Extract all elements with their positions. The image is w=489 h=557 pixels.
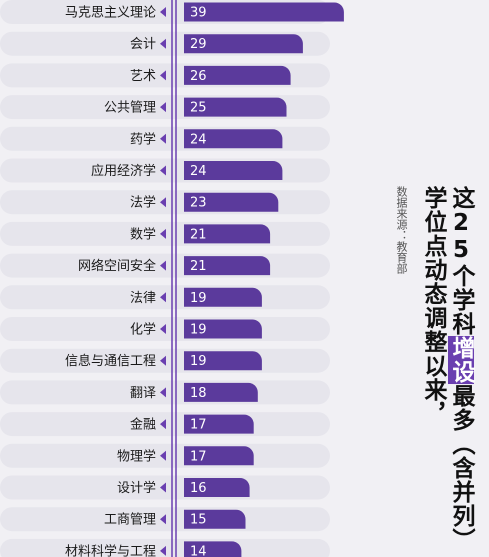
axis-marker xyxy=(160,545,166,556)
value-label: 18 xyxy=(190,386,207,401)
title-highlight: 增设 xyxy=(448,336,474,384)
category-label: 会计 xyxy=(130,37,156,52)
category-label: 材料科学与工程 xyxy=(65,543,156,557)
bar xyxy=(184,351,262,371)
axis-marker xyxy=(160,387,166,398)
bar xyxy=(184,161,283,180)
bar xyxy=(184,446,254,466)
axis-marker xyxy=(160,419,166,430)
axis-marker xyxy=(160,102,166,113)
value-label: 17 xyxy=(190,449,207,464)
value-label: 21 xyxy=(190,259,207,274)
value-label: 19 xyxy=(190,354,207,369)
category-label: 翻译 xyxy=(130,386,156,401)
category-label: 法律 xyxy=(130,291,156,306)
bar xyxy=(184,509,246,529)
category-label: 马克思主义理论 xyxy=(65,6,156,21)
value-label: 16 xyxy=(190,481,207,496)
axis-marker xyxy=(160,450,166,461)
value-label: 14 xyxy=(190,544,207,557)
value-label: 17 xyxy=(190,418,207,433)
category-label: 金融 xyxy=(130,417,156,433)
category-label: 药学 xyxy=(130,131,156,147)
axis-marker xyxy=(160,482,166,493)
title-text-a: 这25个学科 xyxy=(448,186,474,336)
bar xyxy=(184,129,283,149)
axis-marker xyxy=(160,70,166,81)
value-label: 19 xyxy=(190,323,207,338)
bar xyxy=(184,414,254,434)
bar xyxy=(184,256,271,276)
category-label: 设计学 xyxy=(117,480,156,496)
category-label: 工商管理 xyxy=(104,513,156,528)
value-label: 15 xyxy=(190,513,207,528)
value-label: 24 xyxy=(190,132,207,147)
category-label: 应用经济学 xyxy=(91,163,156,179)
axis-marker xyxy=(160,197,166,208)
axis-marker xyxy=(160,133,166,144)
category-label: 数学 xyxy=(130,226,156,242)
bar xyxy=(184,192,279,212)
category-label: 法学 xyxy=(130,195,156,211)
axis-marker xyxy=(160,7,166,17)
value-label: 29 xyxy=(190,37,207,52)
bar xyxy=(184,319,262,339)
axis-marker xyxy=(160,324,166,334)
category-label: 化学 xyxy=(130,322,156,338)
value-label: 24 xyxy=(190,164,207,179)
chart-title-part1: 这25个学科增设最多（含并列） xyxy=(446,186,476,552)
value-label: 25 xyxy=(190,101,207,116)
value-label: 23 xyxy=(190,196,207,211)
bar xyxy=(184,382,258,402)
chart-title-part2: 学位点动态调整以来， xyxy=(420,186,446,426)
bar xyxy=(184,34,303,54)
axis-marker xyxy=(160,355,166,366)
bar xyxy=(184,2,344,22)
bar xyxy=(184,224,271,244)
value-label: 19 xyxy=(190,291,207,306)
axis-marker xyxy=(160,228,166,239)
bar xyxy=(184,478,250,497)
bar xyxy=(184,97,287,117)
value-label: 39 xyxy=(190,6,207,21)
category-label: 信息与通信工程 xyxy=(65,353,156,369)
value-label: 21 xyxy=(190,227,207,242)
category-label: 公共管理 xyxy=(104,101,156,116)
axis-marker xyxy=(160,260,166,271)
bar xyxy=(184,541,242,557)
axis-marker xyxy=(160,38,166,49)
data-source-note: 数据来源：教育部 xyxy=(395,186,408,274)
category-label: 艺术 xyxy=(130,69,156,84)
bar xyxy=(184,65,291,85)
title-text-b: 最多（含并列） xyxy=(448,384,474,552)
axis-marker xyxy=(160,165,166,176)
axis-marker xyxy=(160,514,166,525)
axis-marker xyxy=(160,292,166,303)
value-label: 26 xyxy=(190,69,207,84)
category-label: 网络空间安全 xyxy=(78,258,156,274)
bar xyxy=(184,287,262,307)
category-label: 物理学 xyxy=(117,448,156,464)
